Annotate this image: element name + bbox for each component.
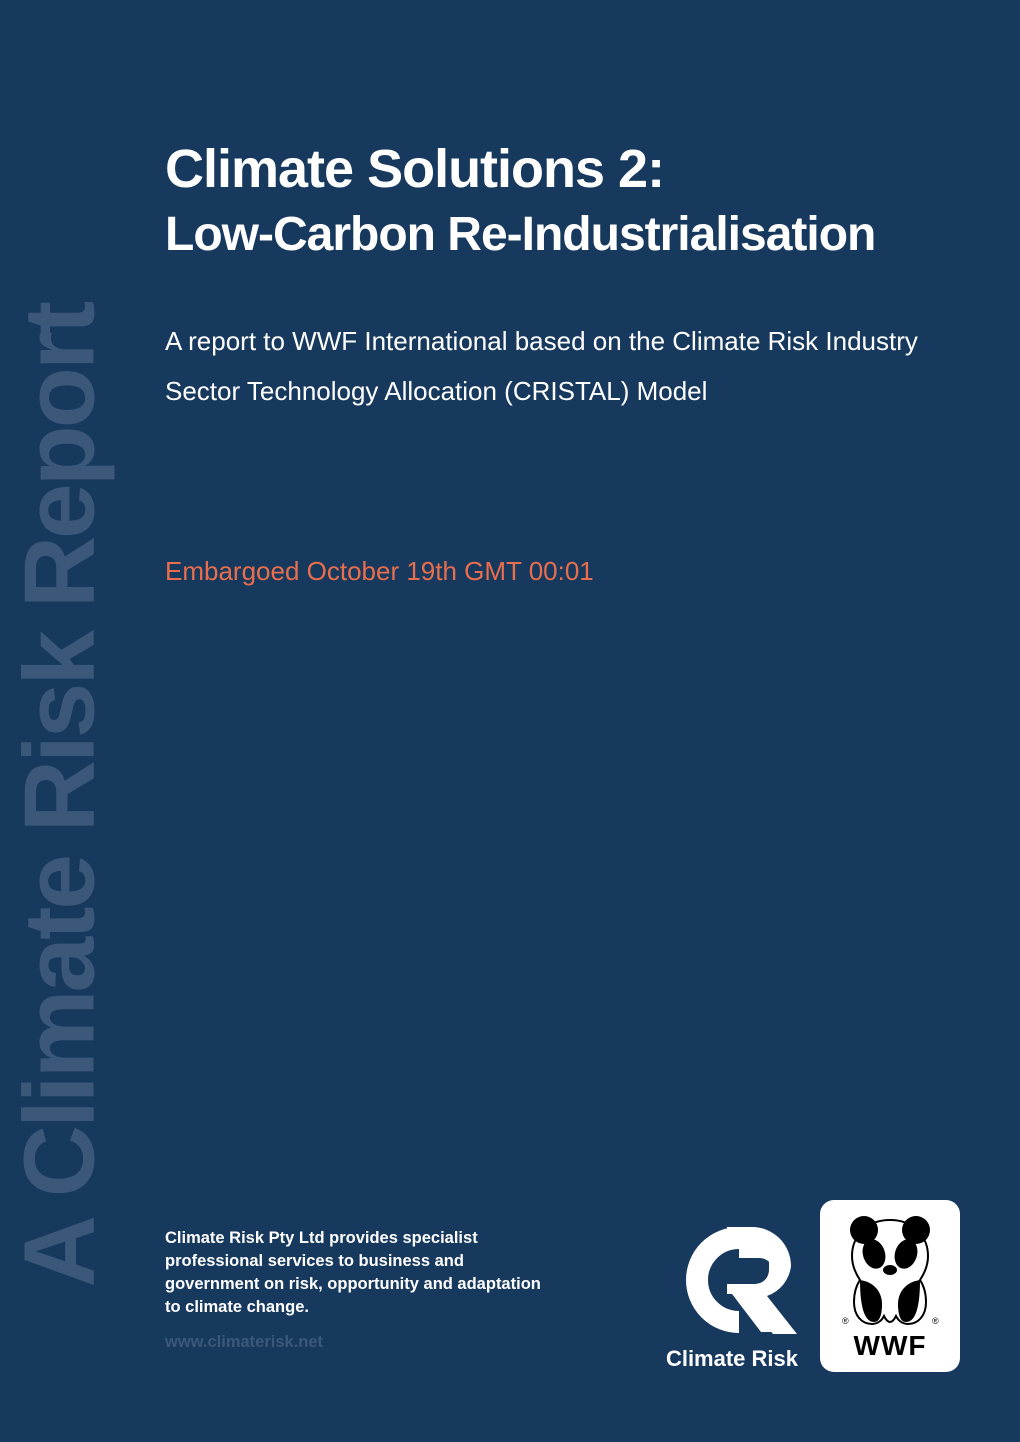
wwf-logo: ® ® WWF: [820, 1200, 960, 1372]
logo-row: Climate Risk ® ® WWF: [666, 1200, 960, 1372]
svg-text:®: ®: [932, 1316, 939, 1326]
wwf-logo-label: WWF: [854, 1330, 927, 1362]
cr-logo-icon: [667, 1220, 797, 1340]
footer-text-block: Climate Risk Pty Ltd provides specialist…: [165, 1227, 555, 1352]
company-url: www.climaterisk.net: [165, 1333, 555, 1352]
climate-risk-logo: Climate Risk: [666, 1220, 798, 1372]
report-description: A report to WWF International based on t…: [165, 317, 960, 416]
company-tagline: Climate Risk Pty Ltd provides specialist…: [165, 1227, 555, 1319]
panda-icon: ® ®: [830, 1208, 950, 1328]
footer: Climate Risk Pty Ltd provides specialist…: [165, 1192, 960, 1372]
main-content: Climate Solutions 2: Low-Carbon Re-Indus…: [165, 140, 960, 587]
svg-text:®: ®: [842, 1316, 849, 1326]
report-title-line1: Climate Solutions 2:: [165, 140, 960, 199]
embargo-notice: Embargoed October 19th GMT 00:01: [165, 556, 960, 587]
vertical-side-label: A Climate Risk Report: [3, 188, 118, 1288]
cr-logo-label: Climate Risk: [666, 1346, 798, 1372]
report-title-line2: Low-Carbon Re-Industrialisation: [165, 209, 960, 262]
